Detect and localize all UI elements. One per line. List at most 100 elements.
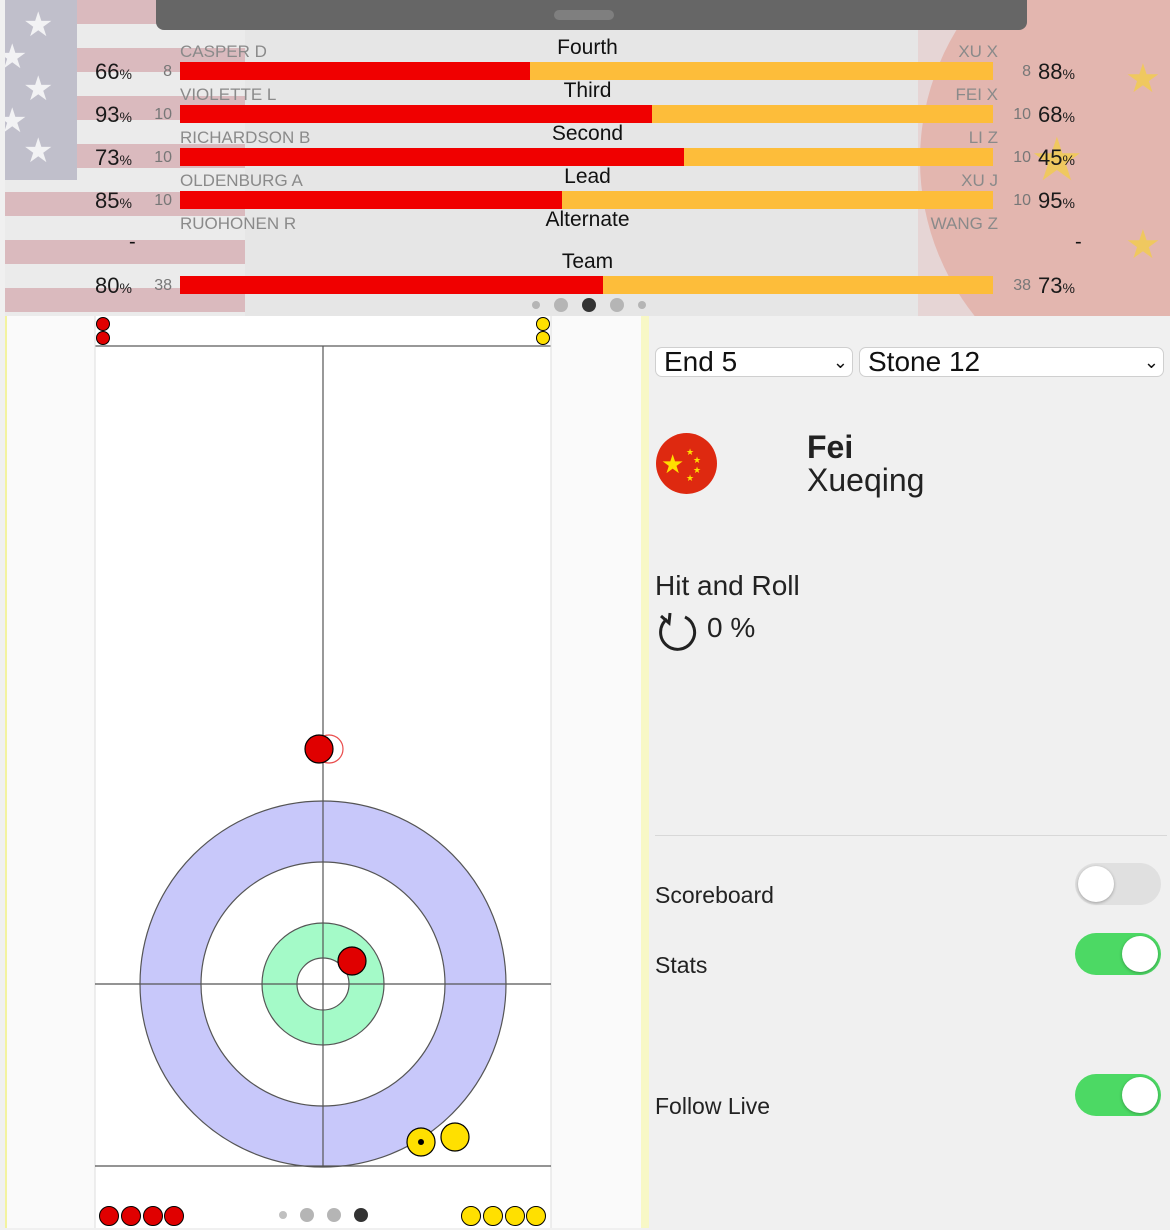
- left-shot-count: 10: [154, 149, 172, 166]
- right-percentage-value: 45: [1038, 145, 1063, 170]
- right-percentage-value: 88: [1038, 59, 1063, 84]
- red-stone-marker: [96, 317, 110, 331]
- left-percentage-value: 85: [95, 188, 120, 213]
- right-player-name: LI Z: [968, 128, 998, 147]
- position-label: Second: [551, 122, 624, 145]
- right-shot-count: 10: [1013, 106, 1031, 123]
- yellow-stone: [440, 1122, 470, 1152]
- rotation-clockwise-icon: [659, 612, 697, 651]
- stone-select-value: Stone 12: [868, 346, 981, 377]
- percent-sign: %: [119, 66, 132, 82]
- chevron-down-icon: ⌄: [832, 352, 848, 372]
- comparison-bar: [180, 148, 993, 166]
- right-shot-count: 10: [1013, 192, 1031, 209]
- percent-sign: %: [1062, 280, 1075, 296]
- stats-label: Stats: [655, 952, 708, 978]
- percent-sign: %: [1062, 66, 1075, 82]
- position-label: Lead: [564, 165, 611, 188]
- svg-text:★: ★: [693, 466, 701, 476]
- sheet-page-dot: [300, 1208, 314, 1222]
- stats-toggle[interactable]: [1075, 933, 1161, 975]
- sheet-page-dot: [279, 1211, 287, 1219]
- right-percentage-value: 68: [1038, 102, 1063, 127]
- yellow-remaining-stone: [526, 1206, 546, 1226]
- left-player-name: CASPER D: [180, 42, 267, 61]
- red-stone: [304, 734, 334, 764]
- left-percentage-value: 66: [95, 59, 120, 84]
- follow-live-toggle[interactable]: [1075, 1074, 1161, 1116]
- position-label: Third: [563, 79, 612, 102]
- left-shot-count: 10: [154, 106, 172, 123]
- left-percentage: 80%: [95, 273, 132, 299]
- left-shot-count: 8: [163, 63, 172, 80]
- china-flag-icon: ★ ★ ★ ★ ★: [656, 433, 717, 494]
- left-percentage: 73%: [95, 145, 132, 171]
- end-select[interactable]: End 5 ⌄: [655, 347, 853, 377]
- page-dot[interactable]: [610, 298, 624, 312]
- right-percentage: 95%: [1038, 188, 1075, 214]
- left-shot-count: 38: [154, 277, 172, 294]
- stats-row-second: Second RICHARDSON B LI Z 73% 10 10 45%: [5, 122, 1170, 171]
- toggle-knob: [1122, 1077, 1158, 1113]
- left-percentage: 85%: [95, 188, 132, 214]
- page-dot[interactable]: [638, 301, 646, 309]
- percent-sign: %: [1062, 109, 1075, 125]
- shot-info-panel: End 5 ⌄ Stone 12 ⌄ ★ ★ ★ ★ ★ Fei Xueqing…: [649, 316, 1170, 1230]
- toggle-knob: [1122, 936, 1158, 972]
- position-label: Alternate: [545, 208, 630, 231]
- comparison-bar: [180, 62, 993, 80]
- stats-row-third: Third VIOLETTE L FEI X 93% 10 10 68%: [5, 79, 1170, 128]
- red-remaining-stone: [99, 1206, 119, 1226]
- left-shot-count: 10: [154, 192, 172, 209]
- percent-sign: %: [1062, 195, 1075, 211]
- left-share-fill: [180, 62, 530, 80]
- svg-text:★: ★: [661, 450, 684, 480]
- right-shot-count: 10: [1013, 149, 1031, 166]
- left-alternate-value: -: [129, 231, 136, 253]
- curling-sheet: [94, 316, 552, 1228]
- shot-type: Hit and Roll: [655, 570, 800, 601]
- stats-row-team: Team 80% 38 38 73%: [5, 250, 1170, 299]
- follow-live-label: Follow Live: [655, 1093, 771, 1119]
- left-percentage-value: 93: [95, 102, 120, 127]
- left-share-fill: [180, 105, 652, 123]
- stats-row-fourth: Fourth CASPER D XU X 66% 8 8 88%: [5, 36, 1170, 85]
- sheet-page-dot: [327, 1208, 341, 1222]
- red-remaining-stone: [121, 1206, 141, 1226]
- stats-page-indicator[interactable]: [532, 298, 646, 312]
- page-dot[interactable]: [582, 298, 596, 312]
- svg-text:★: ★: [686, 448, 694, 458]
- left-player-name: RICHARDSON B: [180, 128, 311, 147]
- top-header-bar: [156, 0, 1027, 30]
- red-stone-marker: [96, 331, 110, 345]
- right-percentage: 73%: [1038, 273, 1075, 299]
- left-player-name: RUOHONEN R: [180, 214, 297, 233]
- left-percentage: 93%: [95, 102, 132, 128]
- scoreboard-toggle[interactable]: [1075, 863, 1161, 905]
- position-label: Team: [561, 250, 614, 273]
- red-remaining-stone: [164, 1206, 184, 1226]
- page-dot[interactable]: [532, 301, 540, 309]
- left-percentage: 66%: [95, 59, 132, 85]
- end-select-value: End 5: [664, 346, 738, 377]
- curling-sheet-panel: [5, 316, 643, 1228]
- stone-select[interactable]: Stone 12 ⌄: [859, 347, 1164, 377]
- right-percentage: 88%: [1038, 59, 1075, 85]
- svg-text:★: ★: [693, 456, 701, 466]
- right-percentage: 68%: [1038, 102, 1075, 128]
- page-dot[interactable]: [554, 298, 568, 312]
- right-alternate-value: -: [1075, 231, 1082, 253]
- player-last-name: Xueqing: [807, 462, 925, 498]
- left-share-fill: [180, 276, 603, 294]
- right-player-name: XU X: [958, 42, 998, 61]
- left-percentage-value: 80: [95, 273, 120, 298]
- position-label: Fourth: [557, 36, 618, 59]
- left-share-fill: [180, 148, 685, 166]
- yellow-remaining-stone: [483, 1206, 503, 1226]
- yellow-remaining-stone: [505, 1206, 525, 1226]
- svg-text:★: ★: [686, 474, 694, 484]
- blurred-header-content: [554, 10, 614, 20]
- right-player-name: FEI X: [955, 85, 998, 104]
- shot-percentage: 0 %: [707, 612, 756, 643]
- percent-sign: %: [119, 195, 132, 211]
